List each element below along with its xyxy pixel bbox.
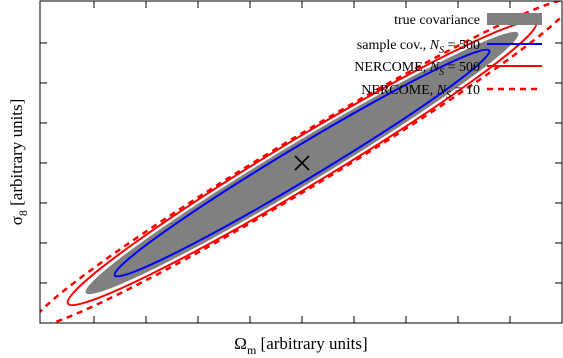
x-axis-label: Ωm [arbitrary units] xyxy=(234,334,367,357)
legend-label-3: NERCOME, NS = 10 xyxy=(361,83,480,101)
legend-label-0: true covariance xyxy=(394,13,480,28)
legend-key-0 xyxy=(487,13,542,25)
plot-frame xyxy=(39,0,563,324)
y-axis-label: σ8 [arbitrary units] xyxy=(7,99,30,226)
legend-label-1: sample cov., NS = 500 xyxy=(357,38,480,56)
series-ellipse-1 xyxy=(113,48,491,278)
legend-label-2: NERCOME, NS = 500 xyxy=(354,60,480,78)
center-marker-stroke-b xyxy=(294,155,310,171)
